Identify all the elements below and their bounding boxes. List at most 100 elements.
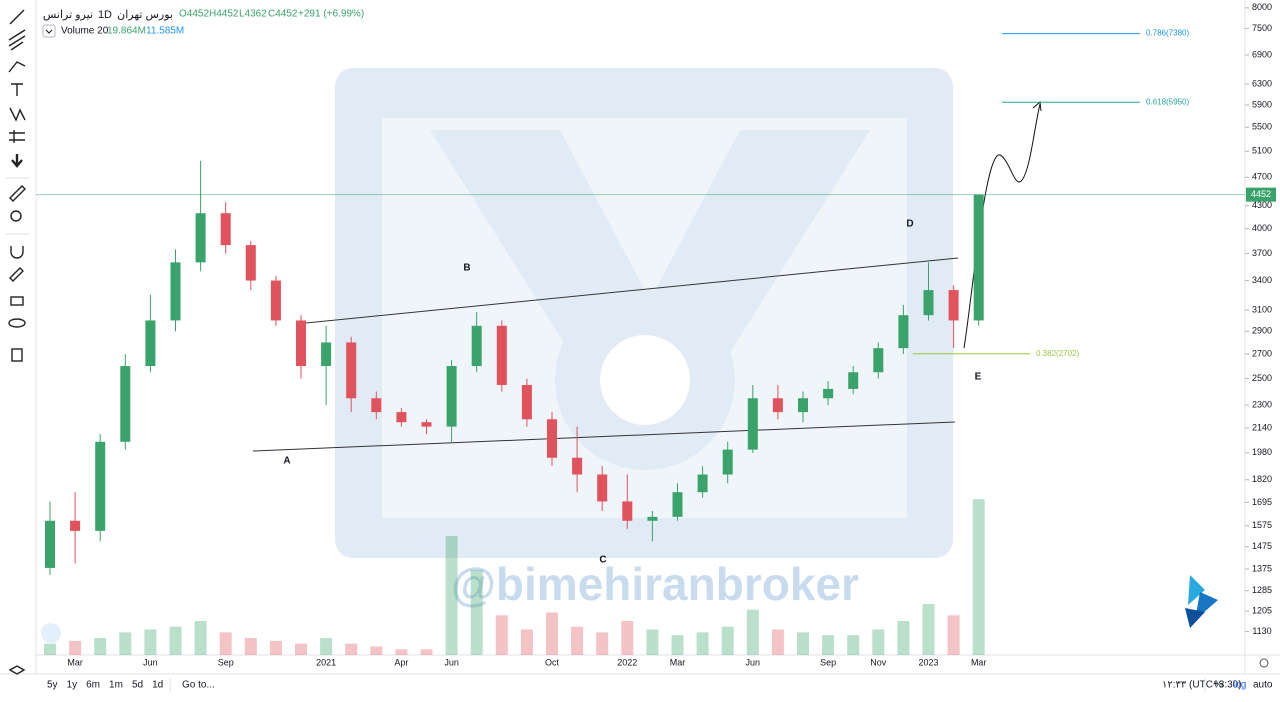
volume-bar bbox=[194, 621, 207, 655]
volume-bar bbox=[445, 536, 458, 655]
candle-body bbox=[296, 320, 306, 367]
y-tick-label: 2900 bbox=[1252, 326, 1272, 336]
candle-body bbox=[722, 449, 733, 475]
wave-labels: A B C D E bbox=[283, 219, 981, 566]
x-tick-label: Apr bbox=[394, 657, 408, 667]
volume-label: Volume 20 bbox=[61, 26, 109, 37]
fib-tool[interactable] bbox=[8, 29, 26, 51]
volume-bar bbox=[621, 621, 634, 655]
candle-body bbox=[421, 422, 432, 427]
trend-line-tool[interactable] bbox=[9, 9, 25, 25]
interval: 1D bbox=[98, 9, 112, 21]
visibility-tool[interactable] bbox=[8, 318, 26, 328]
candle-body bbox=[747, 398, 758, 450]
legend: بورس تهران 1D نیرو ترانس O4452 H4452 L43… bbox=[42, 9, 364, 38]
x-tick-label: Mar bbox=[670, 657, 686, 667]
zoom-tool[interactable] bbox=[10, 210, 22, 222]
ohlc-high: H4452 bbox=[209, 9, 239, 20]
lock-drawing-tool[interactable] bbox=[9, 267, 24, 282]
y-tick-label: 1575 bbox=[1252, 520, 1272, 530]
candle-body bbox=[270, 280, 281, 321]
candle-body bbox=[321, 342, 332, 367]
volume-bar bbox=[244, 638, 257, 655]
arrow-tool[interactable] bbox=[11, 154, 23, 168]
y-tick-label: 4000 bbox=[1252, 223, 1272, 233]
text-tool[interactable] bbox=[11, 83, 23, 96]
y-tick-label: 2700 bbox=[1252, 348, 1272, 358]
y-tick-label: 1475 bbox=[1252, 541, 1272, 551]
brush-tool[interactable] bbox=[8, 61, 26, 73]
y-tick-label: 2500 bbox=[1252, 373, 1272, 383]
range-button[interactable]: 5d bbox=[132, 680, 143, 691]
candle-body bbox=[145, 320, 156, 367]
measure-tool[interactable] bbox=[9, 185, 26, 202]
volume-bar bbox=[495, 615, 508, 655]
goto-button[interactable]: Go to... bbox=[182, 680, 215, 691]
y-tick-label: 1375 bbox=[1252, 563, 1272, 573]
candle-body bbox=[547, 419, 557, 458]
y-tick-label: 6900 bbox=[1252, 49, 1272, 59]
candle-body bbox=[195, 213, 206, 263]
y-tick-label: 4700 bbox=[1252, 172, 1272, 182]
percent-toggle[interactable]: % bbox=[1214, 680, 1223, 691]
wave-label: C bbox=[599, 555, 606, 566]
range-button[interactable]: 1m bbox=[109, 680, 123, 691]
volume-bar bbox=[119, 632, 132, 655]
layers-tool[interactable] bbox=[8, 665, 26, 675]
settings-button[interactable] bbox=[1259, 658, 1269, 668]
exchange: بورس تهران bbox=[117, 9, 173, 21]
range-button[interactable]: 5y bbox=[47, 680, 58, 691]
drawing-toolbar bbox=[6, 9, 30, 675]
screenshot-button[interactable] bbox=[41, 623, 61, 643]
y-tick-label: 5100 bbox=[1252, 146, 1272, 156]
fib-label: 0.786(7380) bbox=[1146, 29, 1189, 38]
x-tick-label: Oct bbox=[545, 657, 560, 667]
prediction-tool[interactable] bbox=[9, 130, 25, 143]
volume-ma: 11.585M bbox=[146, 26, 184, 37]
candle-body bbox=[170, 262, 181, 321]
volume-bar bbox=[470, 570, 483, 655]
x-tick-label: Jun bbox=[746, 657, 761, 667]
range-button[interactable]: 6m bbox=[86, 680, 100, 691]
volume-bar bbox=[169, 626, 182, 655]
volume-bar bbox=[746, 609, 759, 655]
y-tick-label: 4300 bbox=[1252, 200, 1272, 210]
volume-value: 19.864M bbox=[107, 26, 146, 37]
volume-bar bbox=[370, 646, 383, 655]
y-tick-label: 7500 bbox=[1252, 23, 1272, 33]
x-tick-label: 2022 bbox=[617, 657, 637, 667]
x-tick-label: Jun bbox=[143, 657, 158, 667]
fib-label: 0.382(2702) bbox=[1036, 349, 1079, 358]
broker-logo bbox=[1185, 575, 1218, 628]
candle-body bbox=[948, 290, 959, 321]
range-button[interactable]: 1y bbox=[67, 680, 78, 691]
volume-bar bbox=[571, 626, 584, 655]
candle-body bbox=[973, 194, 984, 321]
candle-body bbox=[220, 213, 231, 246]
magnet-tool[interactable] bbox=[10, 246, 24, 259]
y-tick-label: 2140 bbox=[1252, 422, 1272, 432]
delete-tool[interactable] bbox=[11, 348, 23, 362]
candle-body bbox=[898, 315, 909, 349]
candle-body bbox=[873, 348, 884, 373]
lock-tool[interactable] bbox=[10, 296, 24, 306]
volume-bar bbox=[696, 632, 709, 655]
candle-body bbox=[70, 520, 81, 531]
candle-body bbox=[798, 398, 808, 413]
auto-toggle[interactable]: auto bbox=[1253, 680, 1273, 691]
range-button[interactable]: 1d bbox=[152, 680, 163, 691]
volume-bar bbox=[671, 635, 684, 655]
watermark-text: @bimehiranbroker bbox=[451, 558, 859, 610]
volume-bar bbox=[797, 632, 809, 655]
volume-bar bbox=[520, 629, 533, 655]
y-tick-label: 1205 bbox=[1252, 605, 1272, 615]
volume-bar bbox=[646, 629, 659, 655]
pattern-tool[interactable] bbox=[9, 107, 26, 122]
log-toggle[interactable]: log bbox=[1233, 680, 1246, 691]
candle-body bbox=[45, 520, 55, 568]
volume-bar bbox=[144, 629, 157, 655]
collapse-button[interactable] bbox=[42, 24, 56, 38]
y-tick-label: 8000 bbox=[1252, 2, 1272, 12]
volume-bar bbox=[345, 643, 358, 655]
